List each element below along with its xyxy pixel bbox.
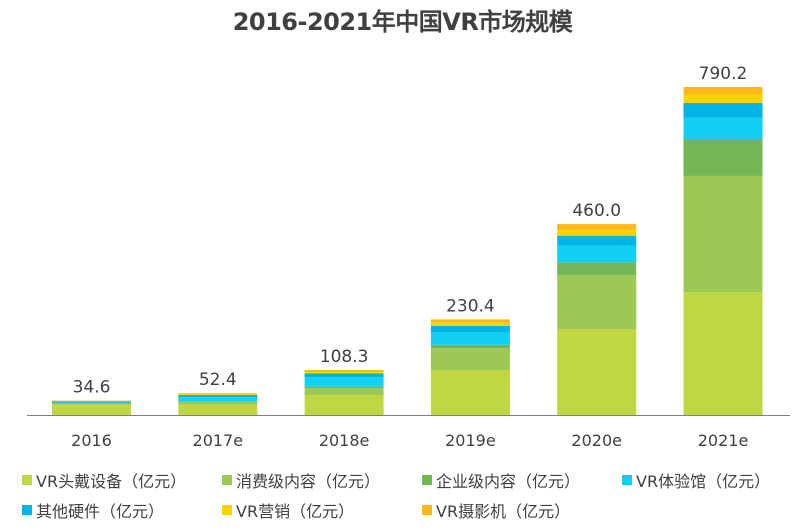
legend-label: VR头戴设备（亿元） [36, 472, 187, 491]
bar-total-label: 460.0 [572, 201, 621, 221]
bar-segment [683, 292, 763, 415]
bar-total-label: 34.6 [73, 378, 111, 398]
bar-segment [557, 245, 637, 263]
bar-segment [304, 386, 384, 389]
bar-segment [304, 370, 384, 372]
legend-label: 消费级内容（亿元） [236, 472, 381, 491]
bar-segment [430, 319, 510, 323]
legend-label: 其他硬件（亿元） [36, 502, 165, 521]
legend-item: 消费级内容（亿元） [222, 469, 380, 491]
bar-total-label: 790.2 [699, 64, 748, 84]
x-tick-label: 2018e [319, 431, 370, 450]
bar-segment [52, 403, 131, 405]
legend-label: VR营销（亿元） [236, 502, 355, 521]
legend-swatch [22, 505, 32, 515]
legend: VR头戴设备（亿元） 消费级内容（亿元） 企业级内容（亿元） VR体验馆（亿元）… [0, 466, 805, 526]
bar-segment [178, 394, 258, 398]
chart-title: 2016-2021年中国VR市场规模 [232, 8, 573, 36]
bar-segment [430, 332, 510, 345]
x-tick-label: 2017e [193, 431, 244, 450]
legend-swatch [22, 475, 32, 485]
bar-segment [304, 388, 384, 396]
bar-segment [52, 401, 131, 403]
labels-group: 34.6 2016 52.4 2017e 108.3 2018e 230.4 2019e 460… [71, 64, 748, 450]
bar-segment [178, 401, 258, 405]
bar-segment [683, 94, 763, 103]
legend-label: VR摄影机（亿元） [436, 502, 571, 521]
bar-segment [430, 344, 510, 349]
bar-segment [178, 404, 258, 415]
bar-segment [304, 373, 384, 378]
bar-segment [52, 400, 131, 402]
legend-item: 企业级内容（亿元） [422, 469, 580, 491]
bar-segment [304, 371, 384, 374]
legend-swatch [622, 475, 632, 485]
legend-item: 其他硬件（亿元） [22, 499, 164, 521]
bar-segment [178, 401, 258, 402]
bar-segment [557, 262, 637, 276]
bar-segment [557, 329, 637, 415]
bar-segment [430, 348, 510, 371]
bar-segment [683, 102, 763, 118]
legend-item: VR摄影机（亿元） [422, 499, 570, 521]
stacked-bar-chart: 34.6 2016 52.4 2017e 108.3 2018e 230.4 2019e 460… [27, 64, 790, 450]
legend-swatch [422, 475, 432, 485]
bar-segment [178, 394, 258, 395]
bar-segment [52, 404, 131, 415]
bar-segment [430, 326, 510, 333]
legend-item: VR头戴设备（亿元） [22, 469, 186, 491]
bar-segment [557, 275, 637, 330]
bar-total-label: 230.4 [446, 296, 495, 316]
bar-segment [557, 224, 637, 230]
bar-segment [683, 175, 763, 293]
bar-segment [430, 370, 510, 415]
bar-segment [304, 377, 384, 387]
bars-group [52, 87, 763, 415]
legend-label: VR体验馆（亿元） [636, 472, 771, 491]
bar-segment [178, 393, 258, 395]
bar-segment [304, 395, 384, 415]
legend-swatch [422, 505, 432, 515]
bar-segment [430, 322, 510, 327]
bar-segment [178, 397, 258, 402]
bar-segment [683, 87, 763, 95]
x-tick-label: 2019e [445, 431, 496, 450]
x-tick-label: 2016 [71, 431, 112, 450]
bar-segment [683, 117, 763, 139]
bar-segment [52, 402, 131, 404]
bar-segment [683, 138, 763, 176]
x-tick-label: 2020e [571, 431, 622, 450]
legend-item: VR体验馆（亿元） [622, 469, 770, 491]
bar-total-label: 108.3 [320, 347, 369, 367]
bar-total-label: 52.4 [199, 370, 237, 390]
bar-segment [557, 235, 637, 246]
legend-label: 企业级内容（亿元） [436, 472, 581, 491]
x-tick-label: 2021e [698, 431, 749, 450]
legend-swatch [222, 505, 232, 515]
bar-segment [557, 229, 637, 236]
legend-swatch [222, 475, 232, 485]
legend-item: VR营销（亿元） [222, 499, 354, 521]
